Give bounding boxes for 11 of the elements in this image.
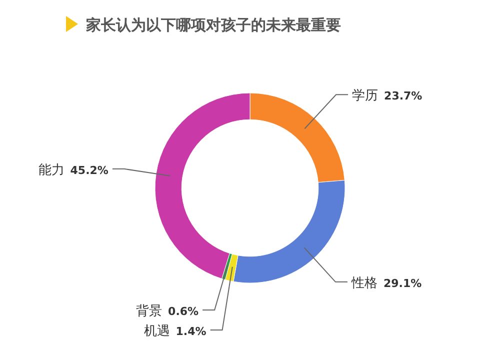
slice-label: 背景	[136, 304, 162, 319]
data-label: 0.6%	[168, 304, 199, 318]
data-label: 29.1%	[383, 276, 422, 290]
slice-label: 性格	[350, 276, 378, 291]
data-label: 45.2%	[70, 164, 108, 177]
data-label: 1.4%	[176, 324, 206, 338]
data-label: 23.7%	[384, 90, 422, 103]
slice-label: 学历	[352, 88, 378, 104]
slice-label: 机遇	[144, 324, 170, 339]
slice-label: 能力	[38, 162, 64, 178]
chart-title: 家长认为以下哪项对孩子的未来最重要	[85, 16, 341, 34]
